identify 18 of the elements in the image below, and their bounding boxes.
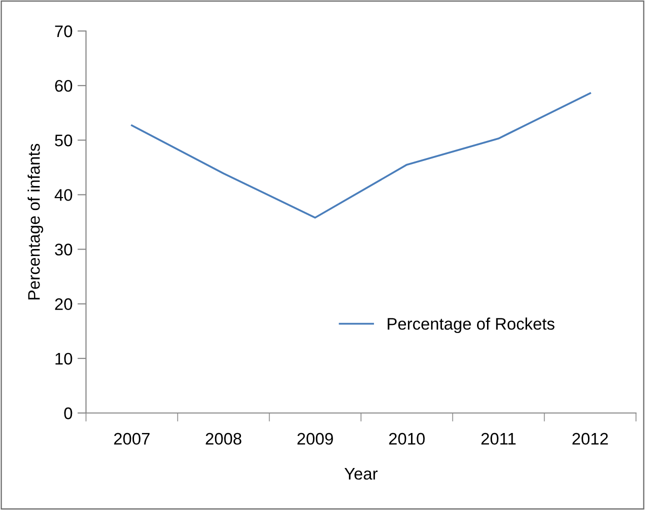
x-tick-label: 2010 (389, 432, 425, 445)
x-axis-title: Year (344, 468, 378, 480)
x-tick-label: 2009 (297, 432, 333, 445)
line-series (130, 92, 592, 219)
y-axis-title: Percentage of infants (28, 144, 44, 300)
y-tick-label: 40 (54, 189, 72, 201)
y-tick-label: 30 (54, 244, 72, 256)
x-tick-label: 2007 (114, 432, 150, 445)
y-tick-label: 10 (56, 352, 72, 365)
x-tick-label: 2012 (572, 432, 608, 445)
x-tick-label: 2011 (481, 432, 516, 445)
legend-label: Percentage of Rockets (388, 318, 554, 334)
y-tick-label: 60 (55, 80, 72, 92)
y-tick-label: 70 (55, 25, 72, 38)
y-tick-label: 20 (55, 298, 72, 310)
x-tick-label: 2008 (206, 432, 242, 445)
y-tick-label: 50 (54, 134, 72, 146)
y-tick-label: 0 (64, 407, 72, 420)
